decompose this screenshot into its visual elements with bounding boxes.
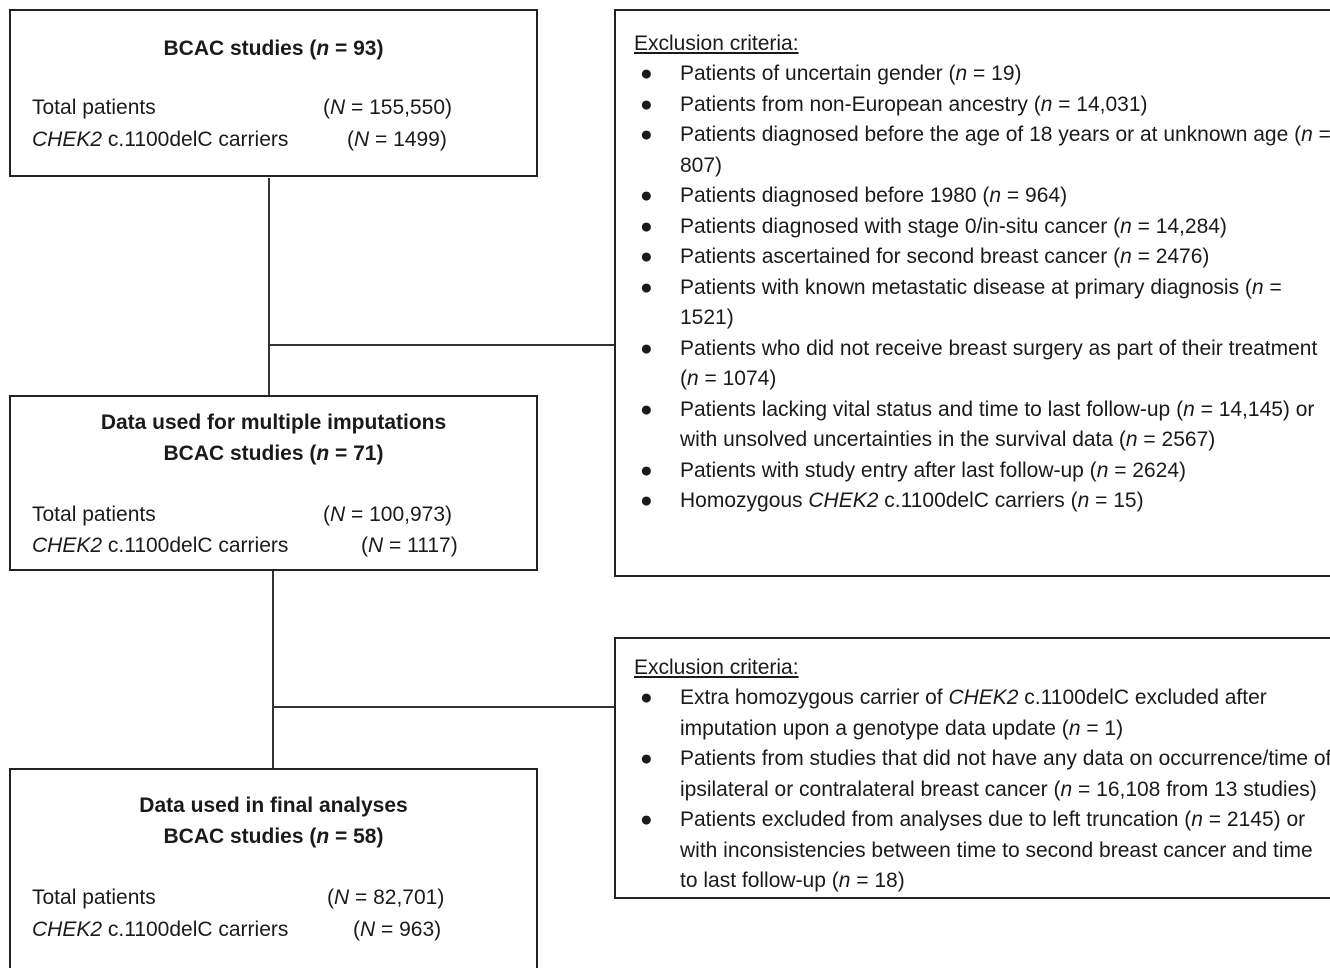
bullet-icon: ● <box>640 336 653 360</box>
exclusion-item: ● Patients from non-European ancestry (n … <box>616 90 1330 121</box>
exclusion-list: ● Patients of uncertain gender (n = 19) ● P… <box>616 59 1330 517</box>
connector-horizontal-2 <box>274 706 615 708</box>
exclusion-item-text: Patients excluded from analyses due to l… <box>680 808 1313 892</box>
exclusion-item: ● Patients with study entry after last fo… <box>616 456 1330 487</box>
bullet-icon: ● <box>640 245 653 268</box>
total-patients-value: (N = 100,973) <box>323 503 453 526</box>
exclusion-item-text: Extra homozygous carrier of CHEK2 c.1100… <box>680 686 1267 740</box>
total-patients-value: (N = 155,550) <box>323 96 453 119</box>
exclusion-item: ● Patients with known metastatic disease … <box>616 273 1330 334</box>
box-final-analyses: Data used in final analyses BCAC studies… <box>9 768 538 968</box>
carriers-value: (N = 963) <box>353 918 442 941</box>
exclusion-item: ● Patients excluded from analyses due to … <box>616 805 1330 897</box>
exclusion-item-text: Patients diagnosed with stage 0/in-situ … <box>680 214 1227 238</box>
exclusion-item-text: Patients with known metastatic disease a… <box>680 275 1282 330</box>
box-bcac-studies: BCAC studies (n = 93) Total patients (N … <box>9 9 538 177</box>
box-multiple-imputations: Data used for multiple imputations BCAC … <box>9 395 538 571</box>
bullet-icon: ● <box>640 92 653 116</box>
exclusion-item: ● Patients diagnosed before 1980 (n = 964… <box>616 181 1330 212</box>
carriers-label: CHEK2 c.1100delC carriers <box>32 534 289 557</box>
exclusion-heading: Exclusion criteria: <box>634 32 799 55</box>
exclusion-item-text: Patients diagnosed before the age of 18 … <box>680 123 1330 177</box>
exclusion-item-text: Patients from studies that did not have … <box>680 747 1330 801</box>
exclusion-item: ● Patients diagnosed with stage 0/in-situ… <box>616 212 1330 243</box>
box-title-line: BCAC studies (n = 58) <box>163 825 384 848</box>
carriers-label: CHEK2 c.1100delC carriers <box>32 918 289 941</box>
connector-vertical-2 <box>272 571 274 769</box>
connector-horizontal-1 <box>270 344 615 346</box>
bullet-icon: ● <box>640 184 653 207</box>
exclusion-item-text: Patients of uncertain gender (n = 19) <box>680 62 1022 85</box>
total-patients-label: Total patients <box>32 503 156 526</box>
exclusion-item-text: Patients ascertained for second breast c… <box>680 245 1210 268</box>
bullet-icon: ● <box>640 275 653 299</box>
exclusion-item: ● Extra homozygous carrier of CHEK2 c.110… <box>616 683 1330 744</box>
carriers-value: (N = 1117) <box>361 534 458 557</box>
bullet-icon: ● <box>640 123 653 146</box>
exclusion-list: ● Extra homozygous carrier of CHEK2 c.110… <box>616 683 1330 897</box>
box-title: Data used in final analyses BCAC studies… <box>11 790 536 852</box>
exclusion-box-1: Exclusion criteria: ● Patients of uncerta… <box>614 9 1330 577</box>
bullet-icon: ● <box>640 489 653 512</box>
box-title: BCAC studies (n = 93) <box>11 33 536 64</box>
bullet-icon: ● <box>640 458 653 482</box>
exclusion-item: ● Patients who did not receive breast sur… <box>616 334 1330 395</box>
exclusion-item-text: Homozygous CHEK2 c.1100delC carriers (n … <box>680 489 1144 512</box>
exclusion-item: ● Patients of uncertain gender (n = 19) <box>616 59 1330 90</box>
exclusion-box-2: Exclusion criteria: ● Extra homozygous ca… <box>614 637 1330 899</box>
box-title-line: Data used in final analyses <box>139 794 408 817</box>
exclusion-item-text: Patients diagnosed before 1980 (n = 964) <box>680 184 1068 207</box>
exclusion-item: ● Patients from studies that did not have… <box>616 744 1330 805</box>
exclusion-item-text: Patients from non-European ancestry (n =… <box>680 92 1148 116</box>
bullet-icon: ● <box>640 747 653 770</box>
bullet-icon: ● <box>640 808 653 831</box>
bullet-icon: ● <box>640 62 653 85</box>
bullet-icon: ● <box>640 397 653 421</box>
exclusion-item-text: Patients with study entry after last fol… <box>680 458 1187 482</box>
exclusion-heading: Exclusion criteria: <box>634 656 799 679</box>
exclusion-item-text: Patients lacking vital status and time t… <box>680 397 1315 452</box>
box-title-line: BCAC studies (n = 93) <box>163 37 384 60</box>
connector-vertical-1 <box>268 178 270 396</box>
exclusion-item: ● Patients ascertained for second breast … <box>616 242 1330 273</box>
total-patients-label: Total patients <box>32 886 156 909</box>
bullet-icon: ● <box>640 686 653 709</box>
exclusion-item: ● Patients diagnosed before the age of 18… <box>616 120 1330 181</box>
carriers-value: (N = 1499) <box>347 128 447 151</box>
carriers-label: CHEK2 c.1100delC carriers <box>32 128 289 151</box>
bullet-icon: ● <box>640 214 653 238</box>
exclusion-item-text: Patients who did not receive breast surg… <box>680 336 1318 391</box>
box-title-line: BCAC studies (n = 71) <box>163 442 384 465</box>
exclusion-item: ● Patients lacking vital status and time … <box>616 395 1330 456</box>
exclusion-item: ● Homozygous CHEK2 c.1100delC carriers (n… <box>616 486 1330 517</box>
box-title-line: Data used for multiple imputations <box>100 411 447 434</box>
total-patients-label: Total patients <box>32 96 156 119</box>
total-patients-value: (N = 82,701) <box>327 886 445 909</box>
box-title: Data used for multiple imputations BCAC … <box>11 407 536 469</box>
